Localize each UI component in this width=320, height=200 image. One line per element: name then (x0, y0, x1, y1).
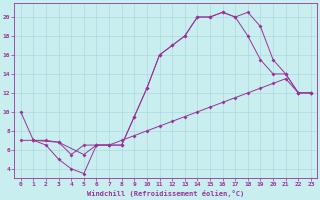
X-axis label: Windchill (Refroidissement éolien,°C): Windchill (Refroidissement éolien,°C) (87, 190, 244, 197)
